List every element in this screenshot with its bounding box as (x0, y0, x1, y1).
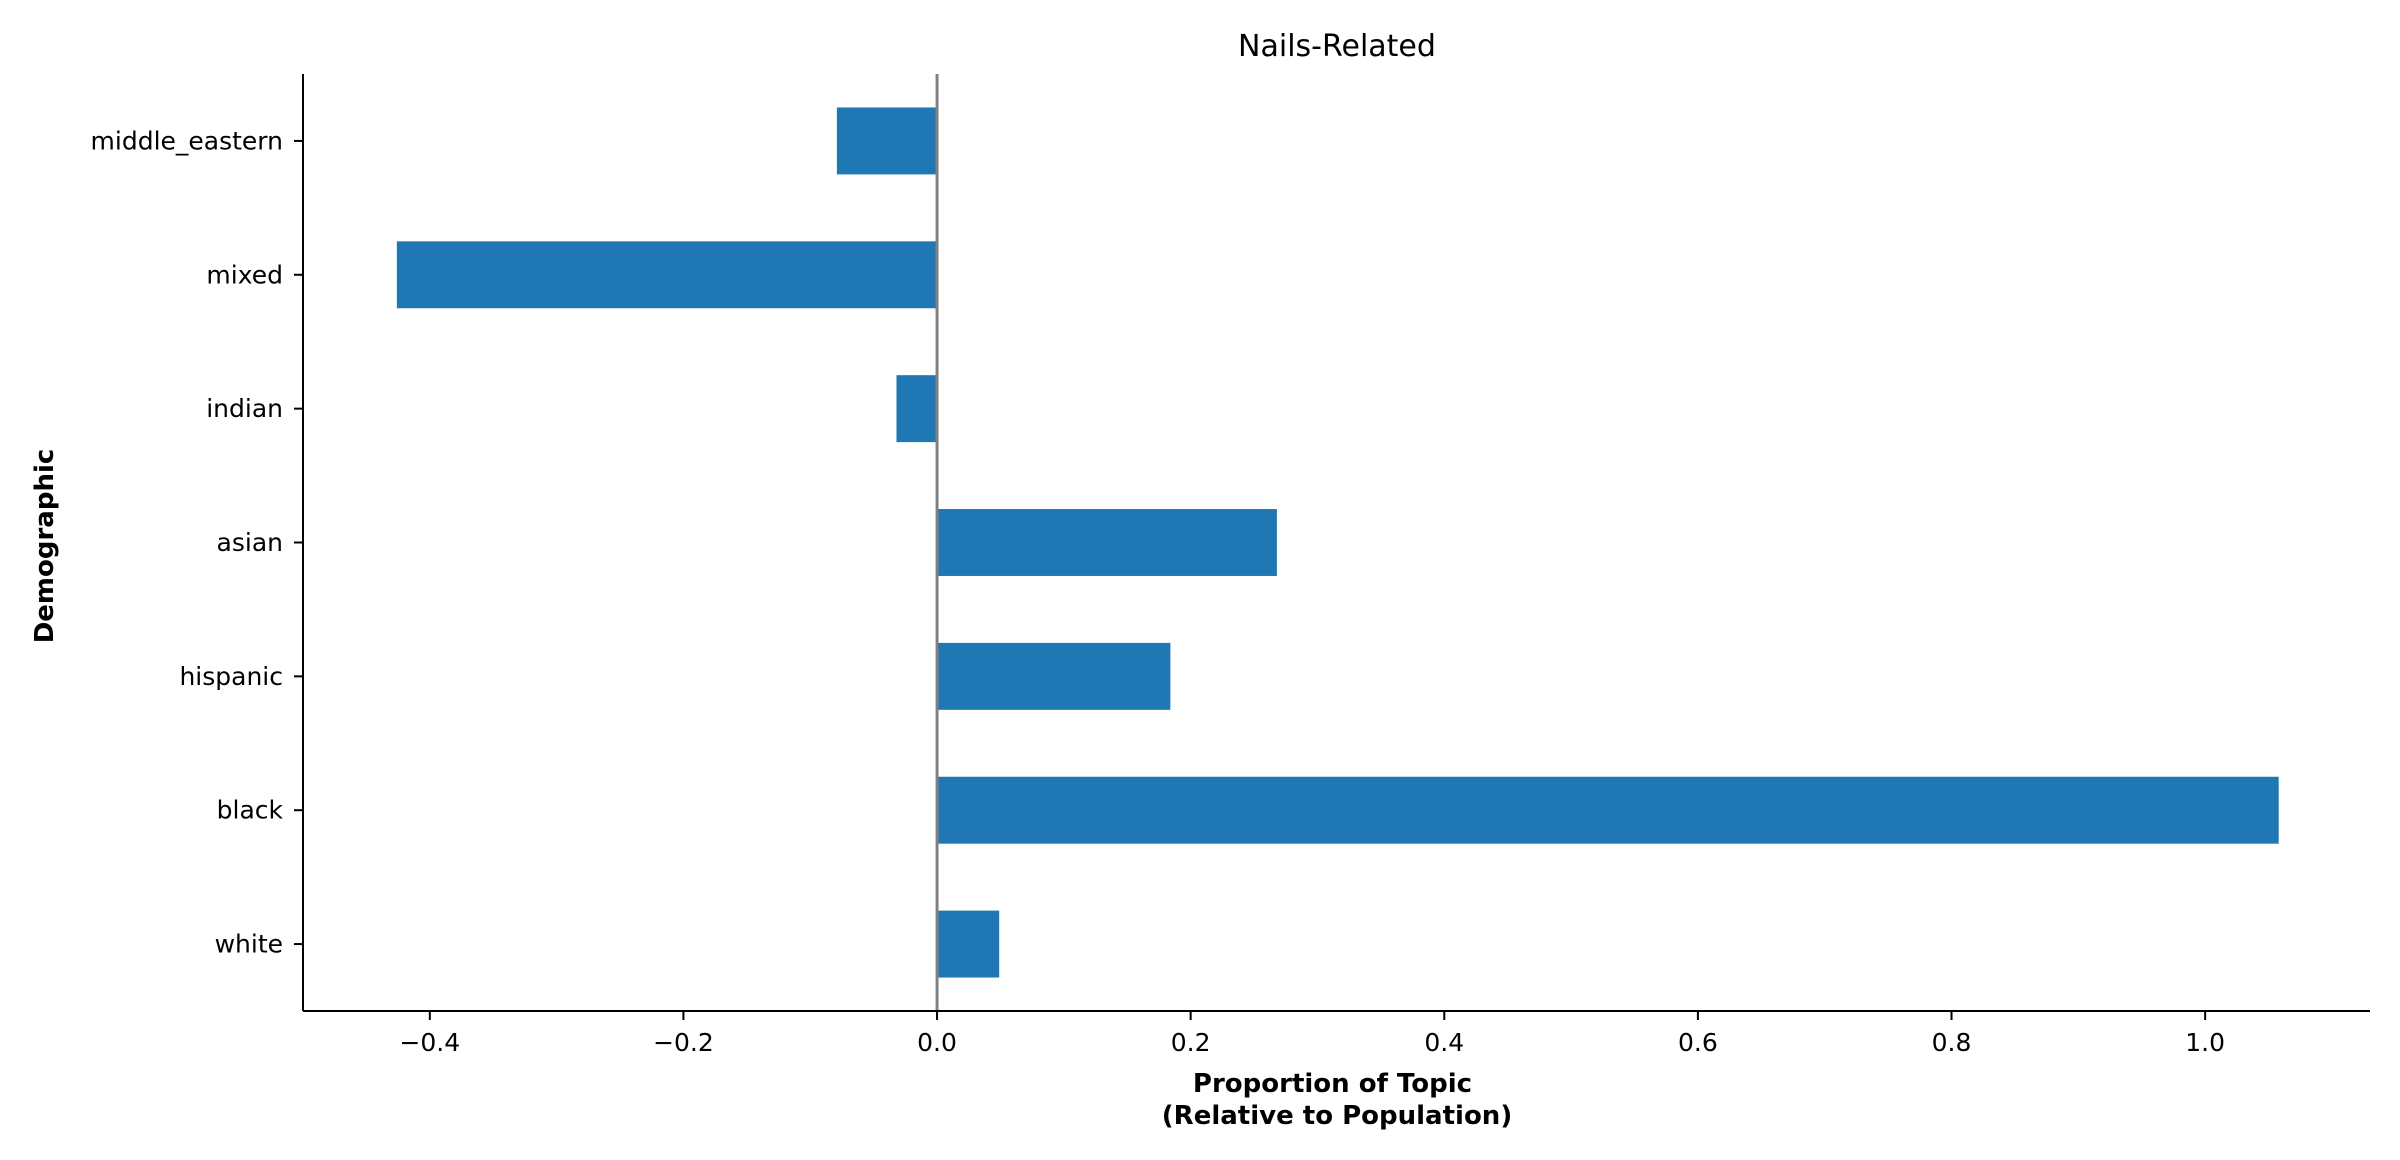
bar-middle_eastern (836, 107, 938, 175)
x-tick-label-3: 0.2 (1171, 1028, 1211, 1057)
x-tick-label-2: 0.0 (917, 1028, 957, 1057)
y-tick-label-asian: asian (217, 528, 283, 557)
x-tick-label-0: −0.4 (399, 1028, 460, 1057)
y-tick-label-indian: indian (206, 394, 283, 423)
y-axis-label: Demographic (30, 449, 60, 644)
bar-hispanic (937, 642, 1171, 710)
x-axis-label-line-2: (Relative to Population) (1162, 1101, 1512, 1131)
bar-black (937, 776, 2279, 844)
y-tick-label-middle_eastern: middle_eastern (91, 126, 283, 155)
bar-asian (937, 509, 1277, 576)
x-tick-label-4: 0.4 (1424, 1028, 1464, 1057)
x-tick-label-6: 0.8 (1932, 1028, 1972, 1057)
bars-group (396, 107, 2279, 978)
x-axis-label-line-1: Proportion of Topic (1193, 1069, 1472, 1099)
x-tick-label-7: 1.0 (2185, 1028, 2225, 1057)
x-tick-label-1: −0.2 (653, 1028, 714, 1057)
y-tick-label-mixed: mixed (206, 260, 283, 289)
y-tick-label-hispanic: hispanic (179, 662, 283, 691)
bar-mixed (396, 241, 938, 309)
y-tick-label-black: black (217, 796, 284, 825)
bar-indian (896, 375, 938, 443)
x-axis-label: Proportion of Topic (Relative to Populat… (1162, 1069, 1512, 1131)
y-tick-label-white: white (215, 930, 283, 959)
chart-title: Nails-Related (1238, 29, 1436, 64)
x-axis: −0.4 −0.2 0.0 0.2 0.4 0.6 0.8 1.0 (303, 1010, 2370, 1057)
bar-white (937, 910, 1000, 978)
x-tick-label-5: 0.6 (1678, 1028, 1718, 1057)
